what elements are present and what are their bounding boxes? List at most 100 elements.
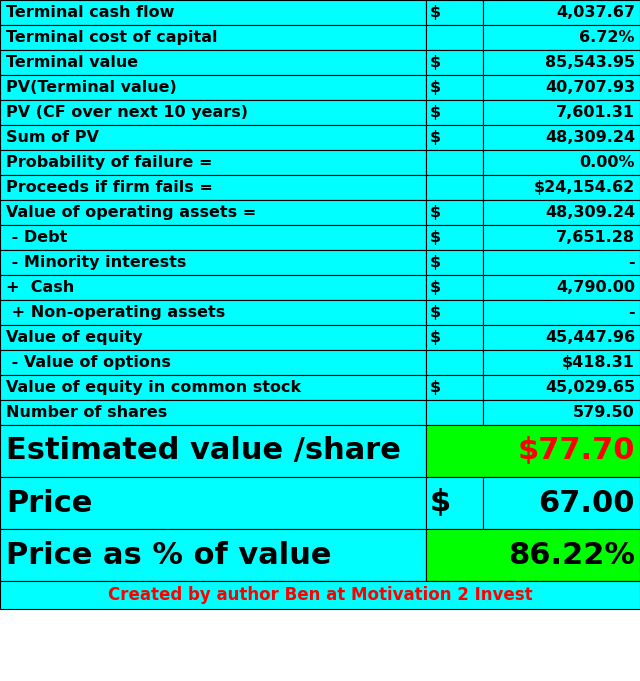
Text: Sum of PV: Sum of PV (6, 130, 99, 145)
Bar (426, 529, 640, 581)
Bar (483, 0, 640, 25)
Bar (0, 425, 426, 477)
Text: Estimated value /share: Estimated value /share (6, 437, 401, 466)
Text: $77.70: $77.70 (518, 437, 635, 466)
Text: $: $ (429, 255, 441, 270)
Bar (426, 477, 483, 529)
Text: $: $ (429, 205, 441, 220)
Bar (426, 425, 640, 477)
Text: Value of operating assets =: Value of operating assets = (6, 205, 256, 220)
Text: $: $ (429, 305, 441, 320)
Bar (0, 75, 426, 100)
Text: Proceeds if firm fails =: Proceeds if firm fails = (6, 180, 213, 195)
Text: $: $ (429, 55, 441, 70)
Text: Price as % of value: Price as % of value (6, 541, 332, 569)
Bar (426, 275, 483, 300)
Text: + Non-operating assets: + Non-operating assets (6, 305, 225, 320)
Bar (426, 200, 483, 225)
Text: 48,309.24: 48,309.24 (545, 130, 635, 145)
Text: - Debt: - Debt (6, 230, 67, 245)
Bar (483, 375, 640, 400)
Bar (0, 477, 426, 529)
Bar (0, 200, 426, 225)
Bar (483, 477, 640, 529)
Text: 6.72%: 6.72% (579, 30, 635, 45)
Text: Value of equity in common stock: Value of equity in common stock (6, 380, 301, 395)
Bar (0, 400, 426, 425)
Bar (426, 400, 483, 425)
Text: 85,543.95: 85,543.95 (545, 55, 635, 70)
Bar (0, 150, 426, 175)
Bar (0, 0, 426, 25)
Text: PV(Terminal value): PV(Terminal value) (6, 80, 177, 95)
Text: $: $ (429, 488, 451, 518)
Text: -: - (628, 305, 635, 320)
Bar (0, 125, 426, 150)
Text: $: $ (429, 130, 441, 145)
Text: +  Cash: + Cash (6, 280, 74, 295)
Text: $: $ (429, 105, 441, 120)
Text: Terminal cash flow: Terminal cash flow (6, 5, 174, 20)
Text: 579.50: 579.50 (573, 405, 635, 420)
Bar (426, 250, 483, 275)
Text: -: - (628, 255, 635, 270)
Text: 45,447.96: 45,447.96 (545, 330, 635, 345)
Bar (426, 350, 483, 375)
Text: 40,707.93: 40,707.93 (545, 80, 635, 95)
Bar (426, 50, 483, 75)
Text: 45,029.65: 45,029.65 (545, 380, 635, 395)
Bar (483, 150, 640, 175)
Bar (426, 225, 483, 250)
Text: Created by author Ben at Motivation 2 Invest: Created by author Ben at Motivation 2 In… (108, 586, 532, 604)
Bar (426, 125, 483, 150)
Text: $: $ (429, 5, 441, 20)
Bar (426, 75, 483, 100)
Text: Terminal value: Terminal value (6, 55, 138, 70)
Bar (483, 200, 640, 225)
Bar (483, 300, 640, 325)
Bar (426, 25, 483, 50)
Text: $: $ (429, 280, 441, 295)
Text: $: $ (429, 230, 441, 245)
Bar (483, 225, 640, 250)
Bar (0, 325, 426, 350)
Bar (483, 50, 640, 75)
Bar (0, 50, 426, 75)
Text: $: $ (429, 380, 441, 395)
Text: $: $ (429, 80, 441, 95)
Bar (483, 25, 640, 50)
Text: 7,651.28: 7,651.28 (556, 230, 635, 245)
Bar (483, 275, 640, 300)
Text: $24,154.62: $24,154.62 (534, 180, 635, 195)
Text: 4,037.67: 4,037.67 (556, 5, 635, 20)
Text: $: $ (429, 330, 441, 345)
Bar (483, 400, 640, 425)
Text: 48,309.24: 48,309.24 (545, 205, 635, 220)
Text: Probability of failure =: Probability of failure = (6, 155, 212, 170)
Text: Number of shares: Number of shares (6, 405, 167, 420)
Bar (426, 300, 483, 325)
Bar (483, 250, 640, 275)
Bar (483, 350, 640, 375)
Text: - Minority interests: - Minority interests (6, 255, 186, 270)
Bar (0, 175, 426, 200)
Text: 7,601.31: 7,601.31 (556, 105, 635, 120)
Bar (0, 100, 426, 125)
Bar (483, 75, 640, 100)
Bar (0, 375, 426, 400)
Bar (483, 325, 640, 350)
Bar (0, 350, 426, 375)
Text: 86.22%: 86.22% (508, 541, 635, 569)
Bar (0, 300, 426, 325)
Text: 0.00%: 0.00% (579, 155, 635, 170)
Bar (426, 100, 483, 125)
Bar (426, 175, 483, 200)
Bar (0, 25, 426, 50)
Bar (426, 150, 483, 175)
Text: Price: Price (6, 488, 92, 518)
Bar (426, 325, 483, 350)
Bar (483, 175, 640, 200)
Text: Terminal cost of capital: Terminal cost of capital (6, 30, 218, 45)
Bar (0, 250, 426, 275)
Text: PV (CF over next 10 years): PV (CF over next 10 years) (6, 105, 248, 120)
